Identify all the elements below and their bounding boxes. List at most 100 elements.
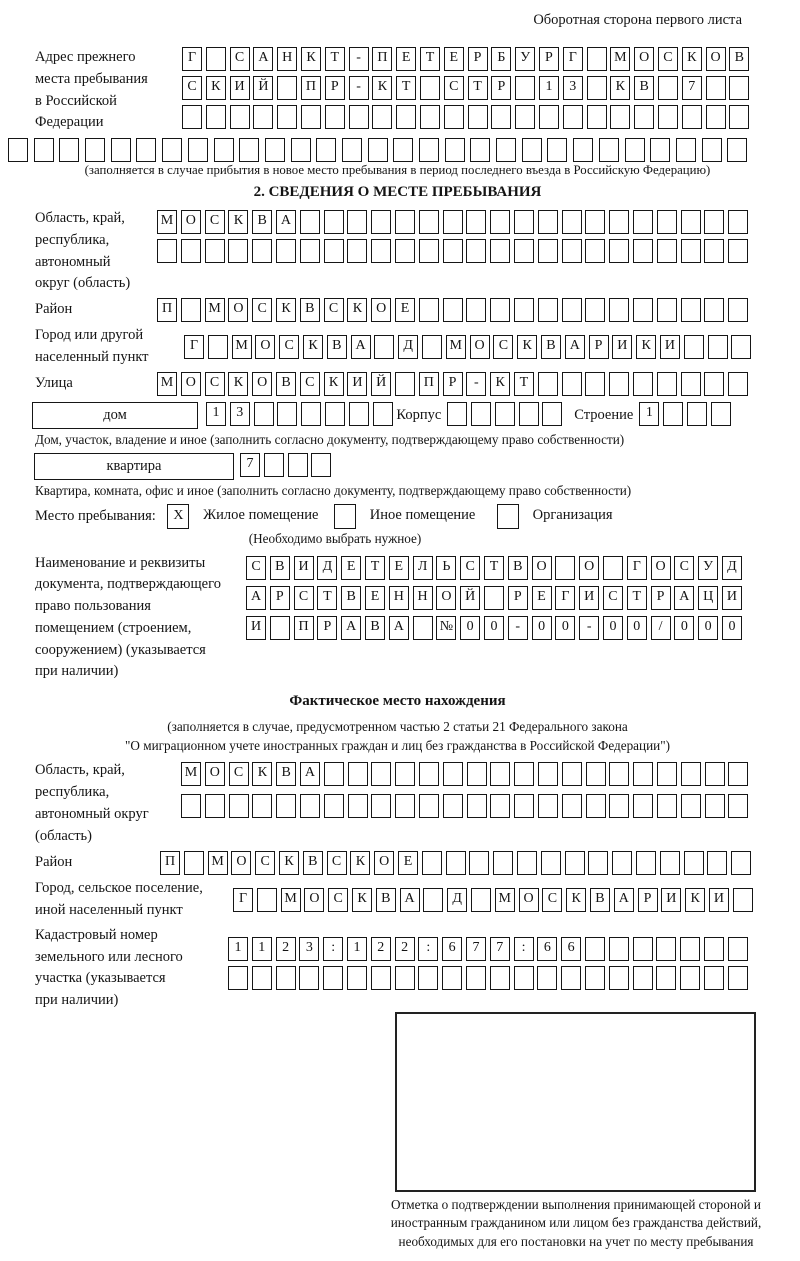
char-box[interactable]: П [157,298,177,322]
char-box[interactable]: 1 [538,76,559,100]
char-box[interactable] [228,239,249,263]
char-box[interactable]: 0 [721,615,742,640]
char-box[interactable] [180,298,201,322]
char-box[interactable]: С [493,334,514,359]
char-box[interactable] [418,794,439,819]
char-box[interactable] [514,794,535,819]
char-box[interactable] [675,138,696,162]
char-box[interactable]: С [328,888,349,913]
char-box[interactable] [253,401,274,426]
char-box[interactable]: А [388,615,409,640]
char-box[interactable]: Й [253,76,274,100]
char-box[interactable]: О [436,585,457,610]
char-box[interactable] [182,105,202,129]
char-box[interactable] [324,105,345,129]
char-box[interactable]: 0 [555,615,576,640]
char-box[interactable] [346,965,367,990]
char-box[interactable]: К [566,888,587,913]
char-box[interactable]: Р [491,76,512,100]
char-box[interactable]: К [517,334,538,359]
char-box[interactable]: С [252,298,273,322]
char-box[interactable] [371,794,392,819]
char-box[interactable] [348,105,369,129]
char-box[interactable] [680,762,701,787]
char-box[interactable] [275,965,296,990]
char-box[interactable]: В [729,47,750,71]
char-box[interactable] [8,138,28,162]
char-box[interactable]: В [269,555,290,580]
char-box[interactable] [419,105,440,129]
char-box[interactable]: - [507,615,528,640]
char-box[interactable]: О [371,298,392,322]
char-box[interactable]: 3 [229,401,250,426]
char-box[interactable]: С [326,851,347,876]
char-box[interactable]: М [231,334,252,359]
char-box[interactable] [347,762,368,787]
char-box[interactable] [537,965,558,990]
char-box[interactable]: М [280,888,301,913]
char-box[interactable]: С [542,888,563,913]
char-box[interactable]: Б [491,47,512,71]
char-box[interactable] [683,851,704,876]
char-box[interactable] [705,76,726,100]
char-box[interactable]: Д [721,555,742,580]
char-box[interactable] [632,371,653,396]
char-box[interactable]: 2 [370,936,391,961]
char-box[interactable] [513,965,534,990]
char-box[interactable]: Т [324,47,345,71]
char-box[interactable] [585,239,606,263]
char-box[interactable] [324,401,345,426]
char-box[interactable] [466,762,487,787]
char-box[interactable]: 0 [602,615,623,640]
char-box[interactable] [256,888,277,913]
char-box[interactable] [419,76,440,100]
char-box[interactable] [371,239,392,263]
char-box[interactable] [442,965,463,990]
char-box[interactable] [205,105,226,129]
char-box[interactable] [421,334,442,359]
char-box[interactable] [703,936,724,961]
char-box[interactable] [277,76,298,100]
char-box[interactable]: 6 [561,936,582,961]
char-box[interactable]: В [507,555,528,580]
char-box[interactable]: Н [277,47,298,71]
char-box[interactable] [585,762,606,787]
char-box[interactable] [442,298,463,322]
char-box[interactable] [680,210,701,234]
char-box[interactable] [729,105,750,129]
char-box[interactable] [704,371,725,396]
char-box[interactable]: С [293,585,314,610]
char-box[interactable] [537,762,558,787]
char-box[interactable]: П [293,615,314,640]
char-box[interactable] [635,851,656,876]
char-box[interactable] [347,210,368,234]
char-box[interactable]: 7 [465,936,486,961]
char-box[interactable]: С [323,298,344,322]
char-box[interactable] [610,105,631,129]
char-box[interactable] [680,794,701,819]
char-box[interactable] [513,298,534,322]
char-box[interactable] [204,794,225,819]
char-box[interactable] [561,210,582,234]
char-box[interactable] [657,76,678,100]
char-box[interactable]: Е [341,555,362,580]
char-box[interactable]: Р [637,888,658,913]
char-box[interactable] [418,298,439,322]
char-box[interactable] [467,105,488,129]
char-box[interactable]: А [275,210,296,234]
char-box[interactable]: О [518,888,539,913]
char-box[interactable] [466,210,487,234]
char-box[interactable]: Т [396,76,417,100]
char-box[interactable]: К [278,851,299,876]
char-box[interactable] [680,239,701,263]
char-box[interactable] [656,794,677,819]
char-box[interactable]: В [375,888,396,913]
char-box[interactable]: О [304,888,325,913]
char-box[interactable] [370,965,391,990]
char-box[interactable] [204,239,225,263]
char-box[interactable] [656,965,677,990]
char-box[interactable]: О [634,47,655,71]
char-box[interactable]: 0 [483,615,504,640]
char-box[interactable] [656,239,677,263]
char-box[interactable] [602,555,623,580]
